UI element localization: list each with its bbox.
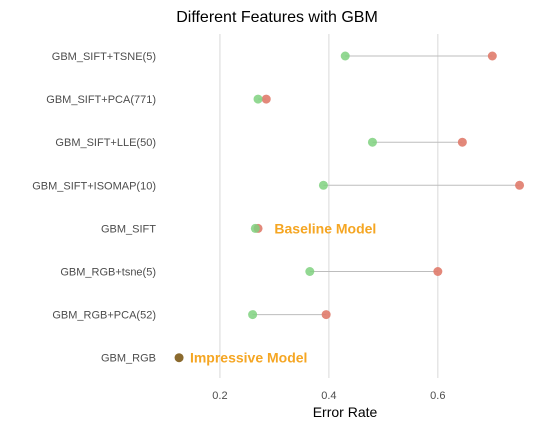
data-points <box>174 51 525 363</box>
data-point-green <box>253 94 263 104</box>
data-point-red <box>457 137 467 147</box>
category-label: GBM_SIFT <box>101 223 156 235</box>
x-axis-title: Error Rate <box>313 404 378 420</box>
data-point-green <box>250 223 260 233</box>
category-label: GBM_SIFT+LLE(50) <box>55 137 156 149</box>
category-label: GBM_RGB+PCA(52) <box>52 310 156 322</box>
annotation-label: Baseline Model <box>274 220 376 236</box>
data-point-green <box>248 310 258 320</box>
category-label: GBM_SIFT+PCA(771) <box>46 94 156 106</box>
annotation-label: Impressive Model <box>190 350 308 366</box>
data-point-green <box>340 51 350 61</box>
data-point-green <box>318 180 328 190</box>
data-point-green <box>367 137 377 147</box>
chart-title: Different Features with GBM <box>176 9 378 26</box>
annotations: Baseline Model Impressive Model <box>190 220 376 365</box>
category-label: GBM_RGB <box>101 353 156 365</box>
data-point-red <box>321 310 331 320</box>
data-point-overlap <box>174 353 184 363</box>
x-tick-label: 0.6 <box>430 390 445 402</box>
category-labels: GBM_SIFT+TSNE(5) GBM_SIFT+PCA(771) GBM_SIF… <box>32 51 156 365</box>
x-tick-labels: 0.2 0.4 0.6 <box>212 390 445 402</box>
x-tick-label: 0.2 <box>212 390 227 402</box>
grid-lines <box>219 34 439 378</box>
data-point-red <box>515 180 525 190</box>
x-tick-label: 0.4 <box>321 390 336 402</box>
data-point-red <box>433 267 443 276</box>
category-label: GBM_SIFT+ISOMAP(10) <box>32 180 156 192</box>
data-point-red <box>487 51 497 61</box>
data-point-red <box>261 94 271 104</box>
category-label: GBM_SIFT+TSNE(5) <box>52 51 156 63</box>
data-point-green <box>305 267 315 276</box>
category-label: GBM_RGB+tsne(5) <box>60 267 156 279</box>
connectors <box>252 55 520 316</box>
